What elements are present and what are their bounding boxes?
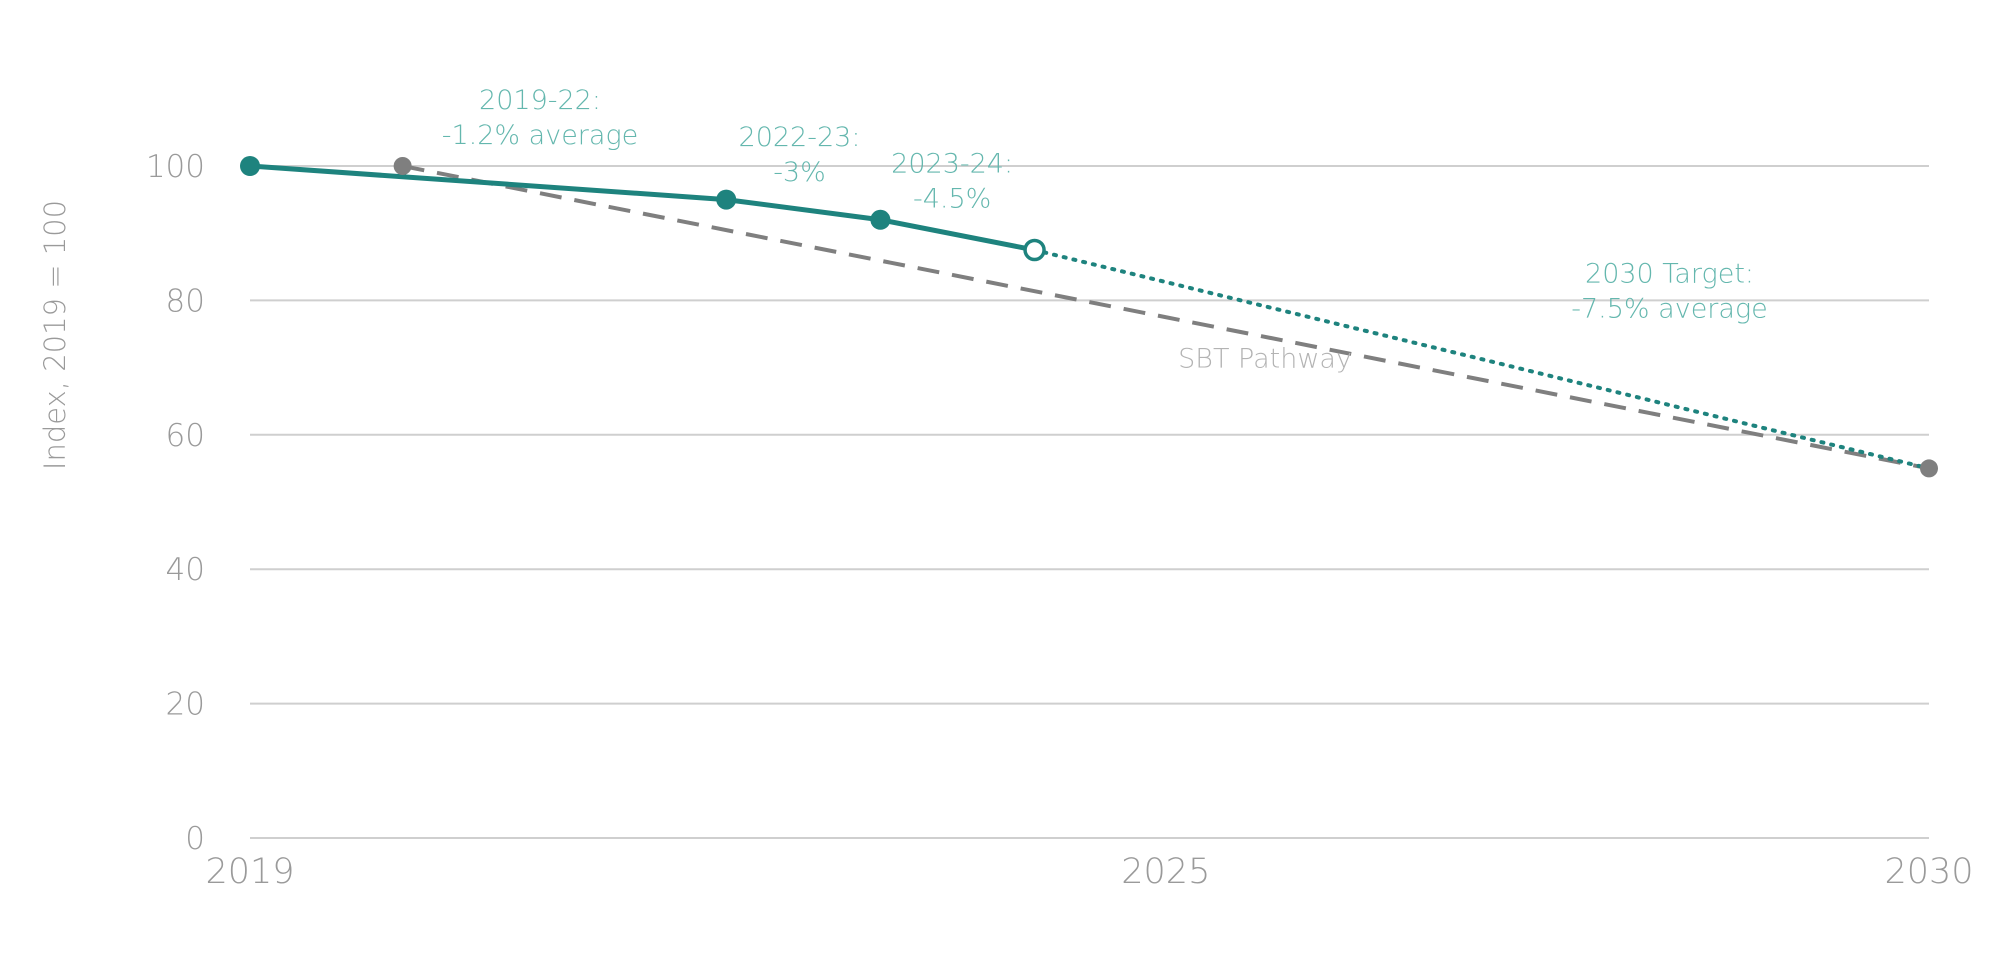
- x-axis-ticks: 2019 2025 2030: [205, 852, 1973, 892]
- y-axis-title: Index, 2019 = 100: [38, 200, 72, 470]
- annotation-line: 2023-24:: [891, 149, 1013, 180]
- sbt-pathway-label: SBT Pathway: [1178, 344, 1352, 375]
- y-tick-label: 0: [185, 821, 205, 857]
- emissions-line: [879, 217, 1036, 253]
- x-tick-label: 2019: [205, 852, 294, 892]
- y-tick-label: 60: [166, 418, 205, 454]
- target-projection-line: [1032, 248, 1931, 471]
- sbt-pathway-line: [402, 164, 1930, 471]
- y-axis-ticks: 0 20 40 60 80 100: [146, 149, 205, 857]
- annotation-line: -3%: [773, 157, 826, 188]
- y-tick-label: 40: [166, 552, 205, 588]
- pathway-start-marker: [393, 157, 412, 175]
- y-tick-label: 100: [146, 149, 205, 185]
- rate-annotation: 2030 Target: -7.5% average: [1571, 258, 1768, 324]
- annotation-line: 2019-22:: [479, 85, 601, 116]
- markers: [240, 156, 1938, 478]
- gridlines: [250, 165, 1929, 839]
- rate-annotation: 2023-24: -4.5%: [891, 149, 1013, 215]
- rate-annotation: 2022-23: -3%: [739, 122, 861, 188]
- x-tick-label: 2030: [1884, 852, 1973, 892]
- y-tick-label: 20: [166, 687, 205, 723]
- annotations: 2019-22: -1.2% average 2022-23: -3% 2023-24:…: [442, 85, 1768, 375]
- rate-annotation: 2019-22: -1.2% average: [442, 85, 639, 151]
- annotation-line: -7.5% average: [1571, 293, 1768, 324]
- annotation-line: 2030 Target:: [1585, 258, 1754, 289]
- y-tick-label: 80: [166, 283, 205, 319]
- estimate-marker: [1023, 238, 1046, 262]
- annotation-line: -1.2% average: [442, 120, 639, 151]
- x-tick-label: 2025: [1121, 852, 1210, 892]
- emissions-marker: [716, 189, 737, 210]
- annotation-line: -4.5%: [913, 184, 991, 215]
- pathway-end-marker: [1920, 459, 1938, 478]
- emissions-marker: [870, 209, 891, 230]
- emissions-marker: [240, 156, 260, 176]
- annotation-line: 2022-23:: [739, 122, 861, 153]
